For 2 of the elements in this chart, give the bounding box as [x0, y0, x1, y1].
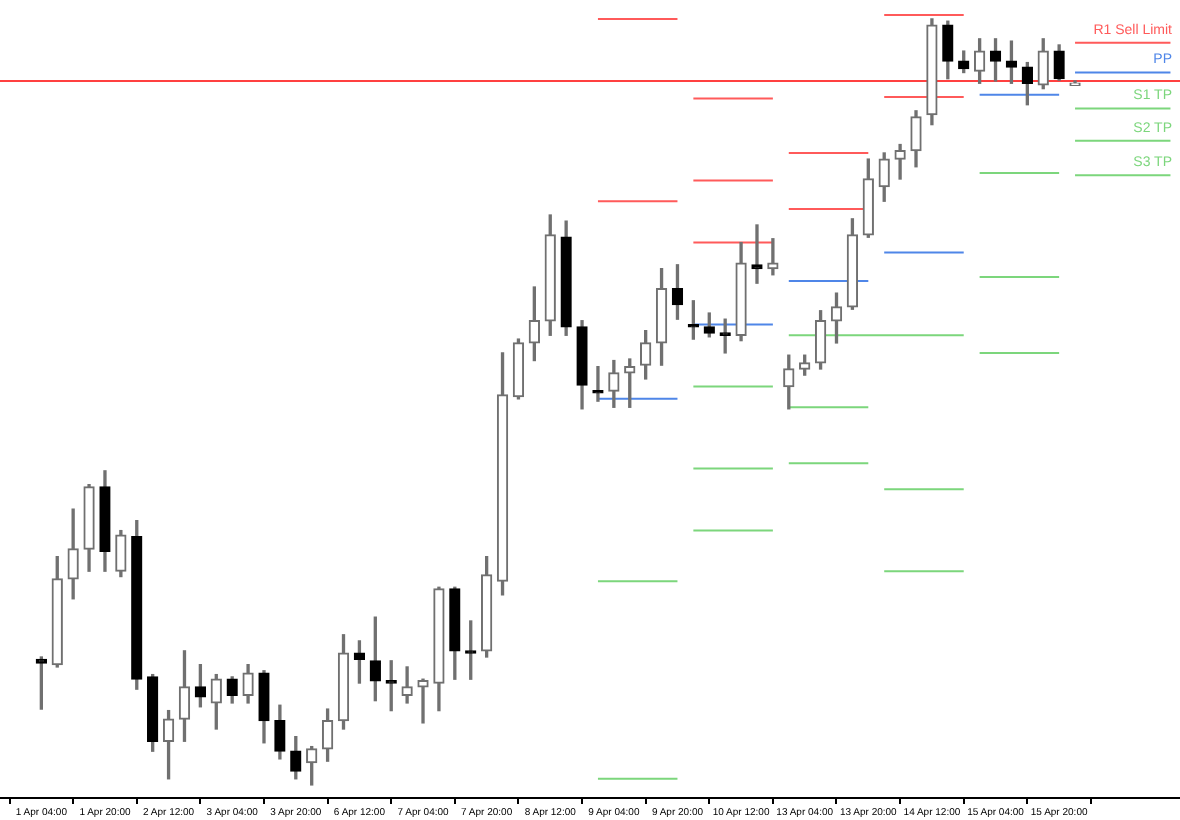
- candlestick: [417, 678, 429, 724]
- candlestick: [401, 666, 413, 704]
